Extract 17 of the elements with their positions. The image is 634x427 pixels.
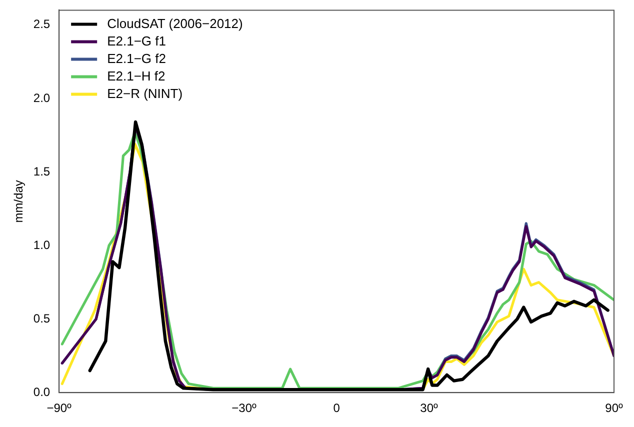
x-tick-label: 30º <box>420 401 439 416</box>
legend-label: E2.1−H f2 <box>107 68 166 84</box>
x-tick-label: 90º <box>605 401 624 416</box>
legend-label: E2−R (NINT) <box>107 86 183 101</box>
y-tick-label: 1.0 <box>33 238 50 252</box>
y-tick-label: 2.5 <box>33 17 50 32</box>
y-tick-label: 0.0 <box>33 384 50 399</box>
legend-label: E2.1−G f2 <box>107 50 166 66</box>
legend-label: E2.1−G f1 <box>107 33 166 48</box>
y-tick-label: 2.0 <box>33 90 50 105</box>
x-tick-label: −90º <box>46 401 72 416</box>
y-tick-label: 0.5 <box>33 311 50 326</box>
x-tick-label: −30º <box>232 401 258 416</box>
x-tick-label: 0 <box>333 401 340 416</box>
y-axis-title: mm/day <box>12 180 26 223</box>
y-tick-label: 1.5 <box>33 164 50 178</box>
legend-label: CloudSAT (2006−2012) <box>107 16 243 31</box>
